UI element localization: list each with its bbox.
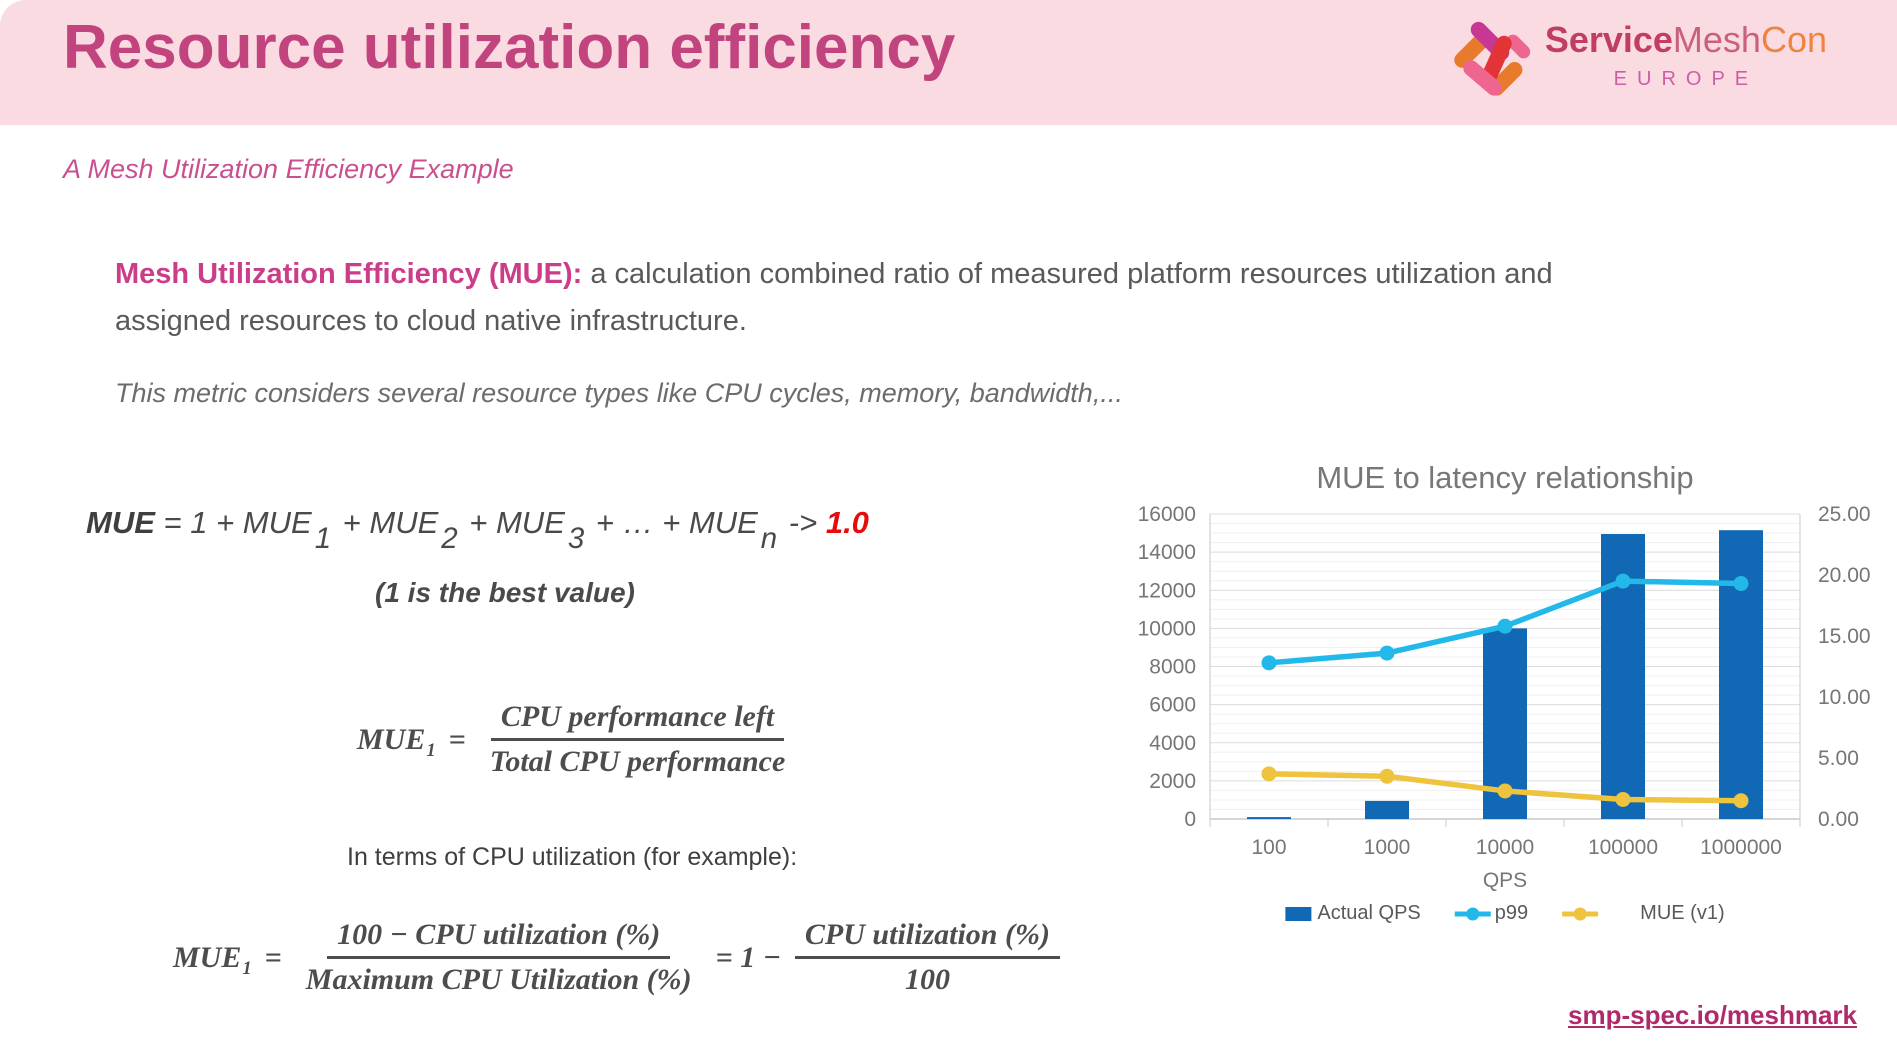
legend-marker [1466,907,1480,921]
point-MUE (v1) [1379,768,1395,784]
right-axis-tick-label: 15.00 [1818,625,1871,648]
left-axis-tick-label: 2000 [1149,770,1196,793]
bar-1000000 [1719,530,1763,819]
left-axis-tick-label: 14000 [1138,541,1196,564]
chart-legend: Actual QPS p99 MUE (v1) [1285,902,1725,924]
logo-text: ServiceMeshCon EUROPE [1545,20,1827,91]
formula-lhs: MUE [86,505,155,540]
left-axis-tick-label: 0 [1184,808,1196,831]
left-axis-tick-label: 16000 [1138,503,1196,526]
right-axis-tick-label: 25.00 [1818,503,1871,526]
legend-label: MUE (v1) [1640,902,1724,924]
point-p99 [1497,618,1513,634]
cpu-utilization-note: In terms of CPU utilization (for example… [347,843,798,871]
logo-con: Con [1760,19,1827,60]
right-axis-tick-label: 0.00 [1818,808,1859,831]
bar-100 [1247,817,1291,819]
mue1-formula: MUE1 = CPU performance left Total CPU pe… [357,700,795,779]
logo-service: Service [1544,19,1673,60]
left-axis-tick-label: 12000 [1138,579,1196,602]
arrow-text: -> [780,505,826,540]
slide-subtitle: A Mesh Utilization Efficiency Example [63,154,514,184]
x-axis-tick-label: 100000 [1588,836,1658,859]
best-value-number: 1.0 [825,505,869,540]
fraction: CPU utilization (%) 100 [794,918,1060,997]
mue-latency-chart: 0 2000 4000 6000 8000 10000 12000 14000 16000 0.0… [1095,446,1895,961]
meshmark-link[interactable]: smp-spec.io/meshmark [1567,1000,1857,1030]
point-MUE (v1) [1261,766,1277,782]
point-p99 [1261,655,1277,671]
chart-title: MUE to latency relationship [1316,460,1693,495]
logo-region: EUROPE [1613,67,1759,90]
mue-sum-formula: MUE = 1 + MUE 1 + MUE 2 + MUE 3 + … + MUE n … [86,505,869,556]
fraction: 100 − CPU utilization (%) Maximum CPU Ut… [305,918,692,996]
mue-definition-text: a calculation combined ratio of measured… [115,258,1553,337]
x-axis-tick-label: 1000000 [1700,836,1782,859]
point-MUE (v1) [1733,793,1749,809]
servicemeshcon-logo: ServiceMeshCon EUROPE [1449,12,1827,108]
bar-1000 [1365,800,1409,819]
legend-label: Actual QPS [1317,902,1420,924]
x-axis-title: QPS [1483,869,1527,892]
page-title: Resource utilization efficiency [63,13,956,82]
x-axis-tick-label: 10000 [1476,836,1534,859]
resource-types-note: This metric considers several resource t… [115,378,1123,408]
left-axis-tick-label: 10000 [1138,617,1196,640]
legend-label: p99 [1495,902,1528,924]
best-value-note: (1 is the best value) [375,577,635,608]
chart-svg: 0 2000 4000 6000 8000 10000 12000 14000 16000 0.0… [1138,460,1871,924]
x-axis-tick-label: 100 [1251,836,1286,859]
legend-swatch [1285,907,1312,921]
right-axis-tick-label: 5.00 [1818,747,1859,770]
right-axis-tick-label: 10.00 [1818,686,1871,709]
left-axis-tick-label: 6000 [1149,694,1196,717]
left-axis-tick-label: 8000 [1149,656,1196,679]
x-axis-tick-label: 1000 [1364,836,1411,859]
point-p99 [1733,576,1749,592]
logo-mesh: Mesh [1672,19,1761,60]
point-MUE (v1) [1615,791,1631,807]
fraction: CPU performance left Total CPU performan… [489,700,786,778]
legend-marker [1573,907,1587,921]
logo-wordmark: ServiceMeshCon [1545,20,1827,60]
cpu-utilization-formula: MUE1 = 100 − CPU utilization (%) Maximum… [173,918,1060,997]
right-axis-tick-label: 20.00 [1818,564,1871,587]
servicemeshcon-logo-icon [1454,21,1530,96]
left-axis-tick-label: 4000 [1149,732,1196,755]
point-MUE (v1) [1497,783,1513,799]
point-p99 [1615,573,1631,589]
mue-definition: Mesh Utilization Efficiency (MUE): a cal… [115,251,1655,345]
mue-term: Mesh Utilization Efficiency (MUE): [115,258,583,290]
header-band: Resource utilization efficiency ServiceM… [0,0,1897,125]
point-p99 [1379,645,1395,661]
